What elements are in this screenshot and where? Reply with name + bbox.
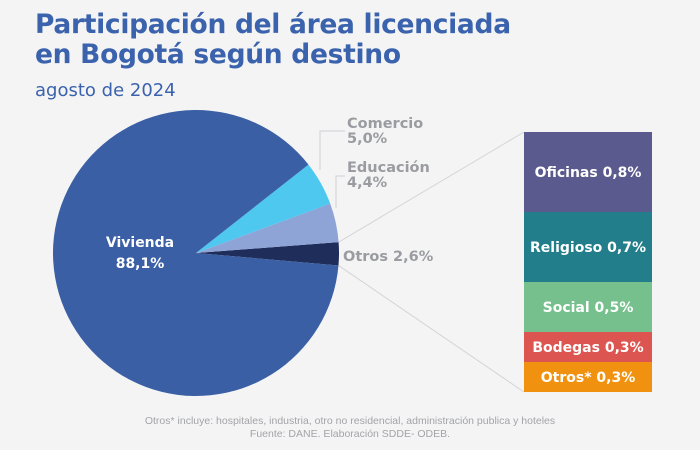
pie-value-vivienda: 88,1% (116, 256, 165, 272)
pie-value-comercio: 5,0% (347, 131, 388, 147)
pie-slice-educacion (196, 203, 339, 253)
pie-value-educacion: 4,4% (347, 175, 388, 191)
bar-label-otros: Otros* 0,3% (541, 370, 635, 386)
bar-segment-social (524, 282, 652, 332)
leader-line-comercio (319, 130, 345, 170)
pie-slice-vivienda (53, 110, 339, 397)
leader-lines (319, 130, 525, 393)
pie-label-otros: Otros 2,6% (343, 249, 434, 265)
zoom-connector-top (338, 131, 525, 243)
leader-line-educacion (335, 175, 345, 208)
pie-label-vivienda: Vivienda (106, 235, 174, 251)
source-note: Fuente: DANE. Elaboración SDDE- ODEB. (249, 428, 451, 440)
pie-slice-comercio (196, 164, 331, 253)
chart-subtitle: agosto de 2024 (35, 80, 176, 101)
pie-slice-otros (196, 242, 340, 266)
bar-label-religioso: Religioso 0,7% (530, 240, 646, 256)
stacked-bar: Oficinas 0,8% Religioso 0,7% Social 0,5% Bo… (524, 132, 652, 392)
pie-label-educacion: Educación (347, 160, 430, 176)
bar-segment-oficinas (524, 132, 652, 212)
footnote: Otros* incluye: hospitales, industria, o… (144, 415, 556, 427)
bar-segment-otros (524, 362, 652, 392)
title-line-1: Participación del área licenciada (35, 9, 511, 40)
pie-label-comercio: Comercio (347, 116, 423, 132)
bar-label-social: Social 0,5% (543, 300, 634, 316)
bar-segment-religioso (524, 212, 652, 282)
title-line-2: en Bogotá según destino (35, 39, 401, 70)
zoom-connector-bottom (338, 265, 525, 393)
chart-title: Participación del área licenciada en Bog… (35, 10, 511, 70)
pie-chart (53, 110, 340, 397)
bar-label-oficinas: Oficinas 0,8% (535, 165, 642, 181)
bar-label-bodegas: Bodegas 0,3% (532, 340, 643, 356)
bar-segment-bodegas (524, 332, 652, 362)
